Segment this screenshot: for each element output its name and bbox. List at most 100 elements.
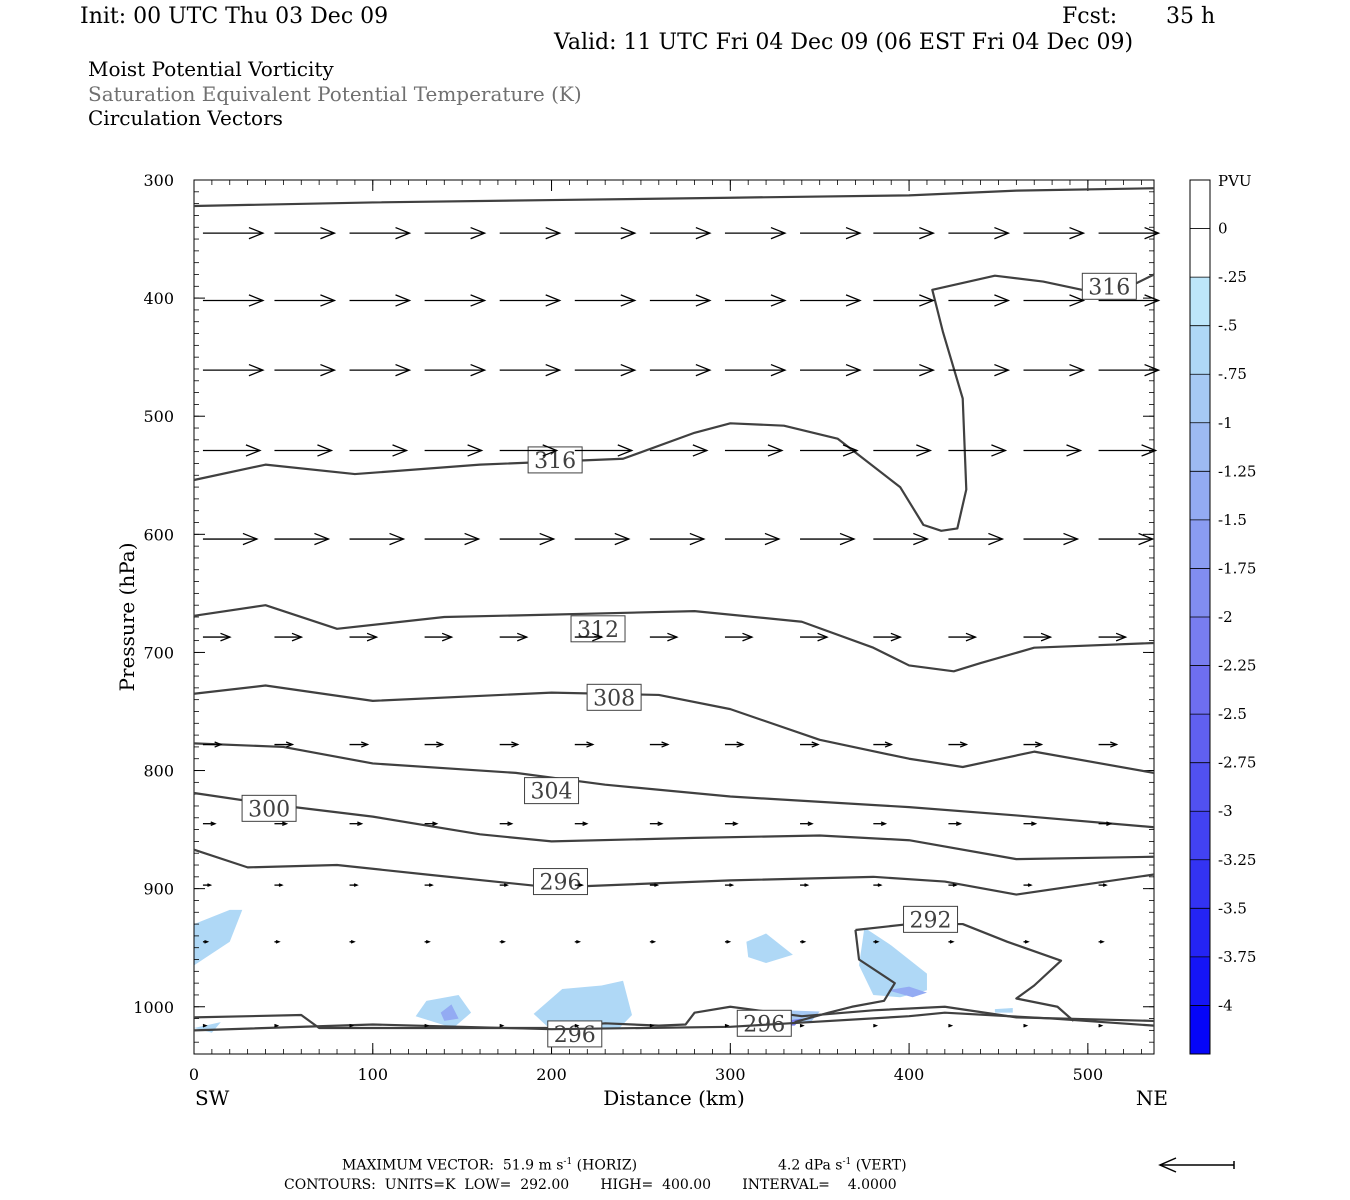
circulation-vector	[574, 532, 631, 546]
contour-label: 316	[1088, 275, 1130, 300]
circulation-vector	[349, 532, 406, 546]
vector-head	[242, 532, 259, 546]
circulation-vector	[649, 226, 712, 240]
vector-head	[499, 1023, 505, 1028]
vector-head	[839, 532, 856, 546]
vector-head	[357, 821, 364, 826]
vector-head	[395, 294, 412, 307]
vector-head	[392, 444, 409, 457]
circulation-vector	[800, 741, 820, 748]
circulation-vector	[574, 363, 637, 377]
colorbar-segment	[1190, 325, 1210, 375]
vector-head	[988, 532, 1005, 546]
vector-head	[1102, 883, 1108, 887]
vector-head	[817, 632, 829, 642]
circulation-vector	[1098, 632, 1128, 642]
vector-head	[880, 821, 888, 826]
colorbar-segment	[1190, 617, 1210, 667]
circulation-vector	[948, 939, 955, 944]
vector-head	[500, 939, 506, 944]
vector-head	[724, 1023, 730, 1028]
circulation-vector	[424, 226, 487, 240]
y-tick-label: 1000	[133, 998, 174, 1017]
init-time: Init: 00 UTC Thu 03 Dec 09	[80, 4, 389, 29]
vector-head	[1024, 939, 1030, 944]
circulation-vector	[499, 939, 506, 944]
colorbar-segment	[1190, 762, 1210, 812]
circulation-vector	[1023, 821, 1038, 826]
colorbar-segment	[1190, 811, 1210, 861]
circulation-vector	[1098, 883, 1108, 887]
vector-head	[1063, 532, 1080, 546]
circulation-vector	[574, 294, 637, 307]
colorbar-segment	[1190, 908, 1210, 958]
circulation-vector	[499, 532, 556, 546]
vector-head	[586, 741, 595, 748]
vector-head	[1069, 226, 1086, 240]
colorbar-label: -3.75	[1218, 948, 1256, 966]
vector-head	[349, 1023, 355, 1028]
pv-shade-0	[194, 909, 243, 966]
vector-head	[470, 226, 487, 240]
vector-head	[1138, 532, 1155, 546]
vector-head	[1144, 363, 1161, 377]
vector-head	[395, 363, 412, 377]
circulation-vector	[349, 1023, 355, 1028]
vector-head	[389, 532, 406, 546]
vector-head	[366, 632, 379, 642]
vector-head	[245, 444, 262, 457]
vector-head	[770, 226, 787, 240]
vector-head	[545, 294, 562, 307]
vector-head	[517, 632, 529, 642]
circulation-vector	[1098, 741, 1119, 748]
pv-shade-7	[859, 927, 927, 998]
circulation-vector	[724, 1023, 730, 1028]
circulation-vector	[424, 363, 487, 377]
circulation-vector	[1023, 939, 1030, 944]
circulation-vector	[873, 444, 933, 457]
vector-head	[807, 821, 814, 826]
circulation-vector	[349, 939, 356, 944]
contour-label: 304	[531, 780, 573, 805]
vector-head	[919, 294, 936, 307]
vector-head	[539, 532, 556, 546]
circulation-vector	[724, 294, 787, 307]
circulation-vector	[649, 1023, 655, 1028]
vector-head	[689, 532, 706, 546]
circulation-vector	[649, 444, 709, 457]
colorbar-label: -1	[1218, 414, 1233, 432]
vector-head	[736, 741, 745, 748]
colorbar-segment	[1190, 568, 1210, 618]
vector-head	[320, 363, 337, 377]
circulation-vector	[349, 294, 412, 307]
circulation-vector	[499, 741, 520, 748]
vector-head	[424, 1023, 430, 1028]
vector-head	[1141, 444, 1158, 457]
circulation-vector	[1023, 632, 1053, 642]
circulation-vector	[948, 226, 1011, 240]
circulation-vector	[574, 632, 604, 642]
circulation-vector	[424, 444, 484, 457]
colorbar-label: -4	[1218, 996, 1233, 1014]
circulation-vector	[800, 294, 862, 307]
circulation-vector	[873, 632, 903, 642]
circulation-vector	[1098, 226, 1161, 240]
vector-head	[695, 294, 712, 307]
vector-head	[742, 632, 754, 642]
colorbar-label: -1.5	[1218, 511, 1247, 529]
vector-head	[207, 883, 213, 887]
circulation-vector	[574, 741, 595, 748]
vector-head	[913, 532, 930, 546]
vector-head	[579, 883, 585, 887]
vector-head	[770, 294, 787, 307]
contour-label-box	[1081, 272, 1137, 300]
colorbar-segment	[1190, 471, 1210, 521]
vector-head	[667, 632, 679, 642]
vector-head	[314, 532, 331, 546]
theta-es-contour-unlabeled	[193, 187, 1155, 208]
circulation-vector	[274, 294, 337, 307]
circulation-vector	[424, 883, 434, 887]
theta-es-contour-308	[193, 684, 1155, 774]
vector-head	[248, 363, 265, 377]
vector-head	[994, 363, 1011, 377]
